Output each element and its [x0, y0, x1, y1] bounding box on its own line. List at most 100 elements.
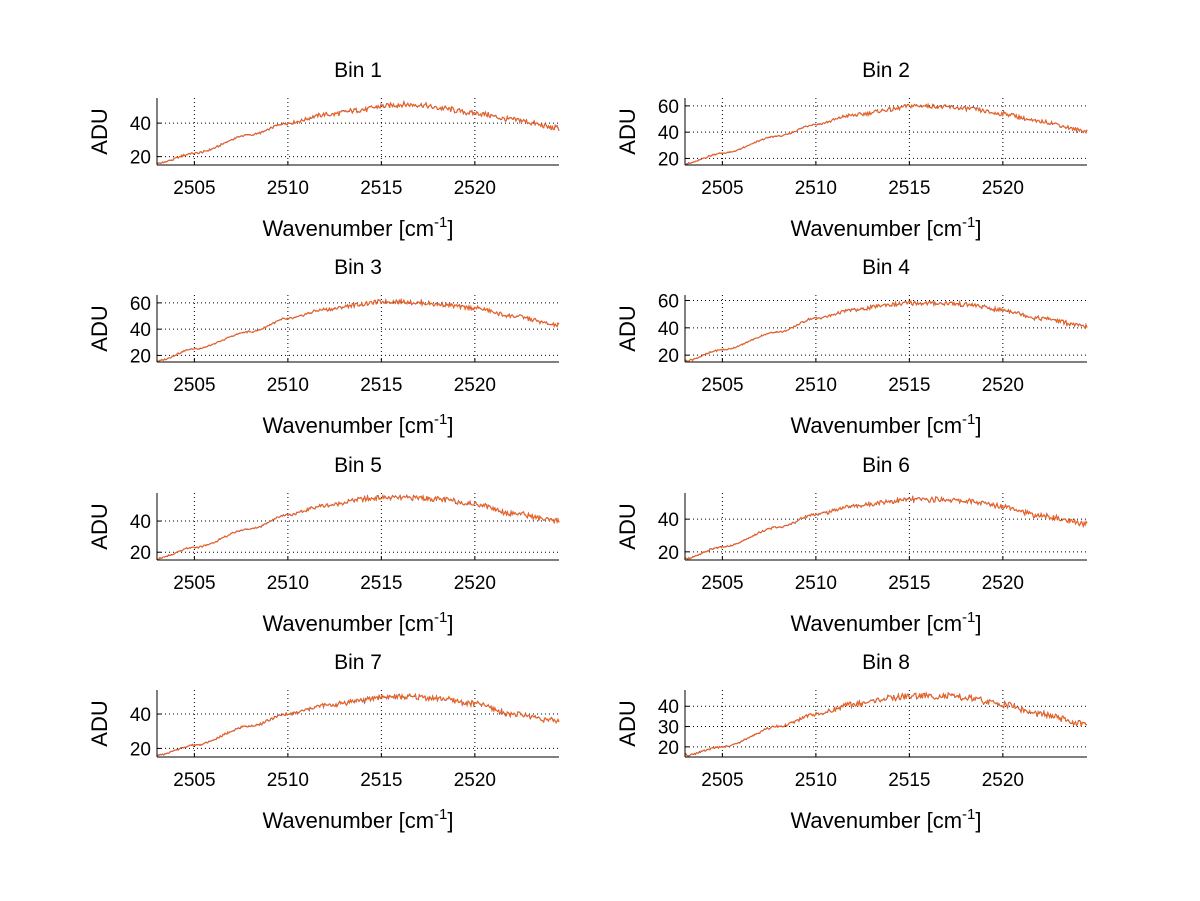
y-tick-label: 40 — [658, 697, 679, 718]
x-tick-label: 2505 — [173, 375, 215, 396]
x-tick-label: 2520 — [982, 573, 1024, 594]
y-tick-label: 40 — [658, 123, 679, 144]
x-axis-label-suffix: ] — [975, 413, 981, 438]
x-axis-label-main: Wavenumber [cm — [790, 808, 962, 833]
series-line-1 — [156, 297, 560, 362]
x-axis-label: Wavenumber [cm-1] — [262, 806, 453, 833]
subplot-title: Bin 5 — [334, 454, 382, 477]
x-axis-label-sup: -1 — [434, 806, 447, 823]
x-axis-label-sup: -1 — [434, 214, 447, 231]
series-line-1 — [156, 692, 560, 756]
x-tick-label: 2515 — [360, 178, 402, 199]
x-axis-label: Wavenumber [cm-1] — [262, 411, 453, 438]
x-tick-label: 2505 — [173, 573, 215, 594]
y-tick-label: 20 — [658, 149, 679, 170]
x-axis-label-suffix: ] — [447, 808, 453, 833]
x-axis-label-main: Wavenumber [cm — [262, 611, 434, 636]
x-axis-label-suffix: ] — [975, 611, 981, 636]
x-axis-label-suffix: ] — [447, 611, 453, 636]
subplot-title: Bin 1 — [334, 59, 382, 82]
series-line-2 — [156, 692, 560, 757]
x-tick-label: 2520 — [982, 178, 1024, 199]
x-tick-label: 2520 — [454, 573, 496, 594]
x-axis-label: Wavenumber [cm-1] — [790, 609, 981, 636]
series-line-2 — [156, 99, 560, 164]
series-line-2 — [684, 299, 1088, 362]
x-tick-label: 2510 — [267, 178, 309, 199]
series-line-1 — [684, 102, 1088, 166]
y-tick-label: 30 — [658, 718, 679, 739]
subplot-bin-6: 2505 2510 2515 2520 20 40 Bin 6 Wavenumber [cm-… — [615, 454, 1088, 636]
x-axis-label-sup: -1 — [962, 609, 975, 626]
x-tick-label: 2510 — [795, 178, 837, 199]
x-axis-label-main: Wavenumber [cm — [262, 413, 434, 438]
x-axis-label: Wavenumber [cm-1] — [790, 214, 981, 241]
subplot-bin-2: 2505 2510 2515 2520 20 40 60 Bin 2 Wavenumber [c… — [615, 59, 1088, 241]
y-tick-label: 20 — [130, 543, 151, 564]
y-tick-label: 20 — [130, 346, 151, 367]
x-tick-label: 2505 — [701, 375, 743, 396]
x-tick-label: 2505 — [701, 573, 743, 594]
x-axis-label-sup: -1 — [962, 214, 975, 231]
x-axis-label-suffix: ] — [975, 216, 981, 241]
x-tick-label: 2515 — [360, 770, 402, 791]
y-axis-label: ADU — [615, 700, 640, 746]
x-axis-label-main: Wavenumber [cm — [790, 413, 962, 438]
x-axis-label-sup: -1 — [434, 411, 447, 428]
y-tick-label: 40 — [658, 510, 679, 531]
series-line-1 — [156, 494, 560, 560]
series-line-2 — [684, 691, 1088, 757]
subplot-title: Bin 3 — [334, 256, 382, 279]
x-tick-label: 2510 — [267, 573, 309, 594]
y-tick-label: 20 — [658, 543, 679, 564]
subplot-title: Bin 2 — [862, 59, 910, 82]
y-axis-label: ADU — [87, 305, 112, 351]
series-line-1 — [684, 299, 1088, 362]
x-tick-label: 2520 — [454, 178, 496, 199]
y-axis-label: ADU — [615, 108, 640, 154]
y-axis-label: ADU — [87, 700, 112, 746]
series-line-1 — [684, 495, 1088, 560]
x-axis-label-sup: -1 — [962, 411, 975, 428]
subplot-bin-1: 2505 2510 2515 2520 20 40 Bin 1 Wavenumber [cm-… — [87, 59, 560, 241]
y-tick-label: 20 — [130, 739, 151, 760]
subplot-title: Bin 8 — [862, 651, 910, 674]
x-axis-label-sup: -1 — [962, 806, 975, 823]
subplot-bin-5: 2505 2510 2515 2520 20 40 Bin 5 Wavenumber [cm-… — [87, 454, 560, 636]
y-tick-label: 40 — [658, 319, 679, 340]
x-tick-label: 2505 — [701, 178, 743, 199]
x-axis-label-sup: -1 — [434, 609, 447, 626]
x-tick-label: 2510 — [267, 375, 309, 396]
series-line-2 — [156, 297, 560, 362]
x-axis-label-suffix: ] — [975, 808, 981, 833]
y-tick-label: 40 — [130, 320, 151, 341]
x-axis-label: Wavenumber [cm-1] — [262, 214, 453, 241]
series-line-2 — [157, 493, 560, 560]
x-tick-label: 2505 — [173, 178, 215, 199]
x-axis-label-main: Wavenumber [cm — [262, 216, 434, 241]
y-tick-label: 60 — [130, 294, 151, 315]
subplot-bin-7: 2505 2510 2515 2520 20 40 Bin 7 Wavenumber [cm-… — [87, 651, 560, 833]
y-tick-label: 20 — [130, 148, 151, 169]
subplot-title: Bin 7 — [334, 651, 382, 674]
x-tick-label: 2510 — [795, 375, 837, 396]
subplot-title: Bin 4 — [862, 256, 910, 279]
y-tick-label: 60 — [658, 97, 679, 118]
x-axis-label: Wavenumber [cm-1] — [262, 609, 453, 636]
x-axis-label: Wavenumber [cm-1] — [790, 411, 981, 438]
y-tick-label: 20 — [658, 738, 679, 759]
x-tick-label: 2515 — [360, 573, 402, 594]
series-line-2 — [684, 102, 1088, 166]
x-tick-label: 2510 — [795, 770, 837, 791]
y-axis-label: ADU — [87, 108, 112, 154]
y-axis-label: ADU — [615, 305, 640, 351]
y-tick-label: 40 — [130, 114, 151, 135]
subplot-bin-3: 2505 2510 2515 2520 20 40 60 Bin 3 Wavenumber [c… — [87, 256, 560, 438]
x-tick-label: 2510 — [267, 770, 309, 791]
x-tick-label: 2515 — [888, 375, 930, 396]
x-tick-label: 2505 — [701, 770, 743, 791]
x-tick-label: 2520 — [982, 770, 1024, 791]
subplot-title: Bin 6 — [862, 454, 910, 477]
